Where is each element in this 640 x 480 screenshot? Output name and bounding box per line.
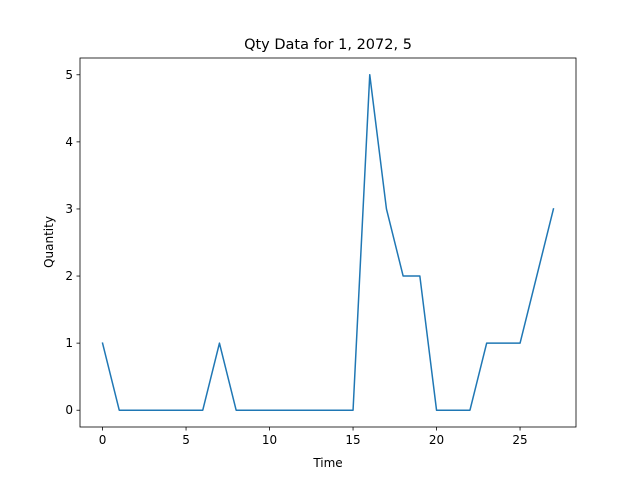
y-tick-label-4: 4 [65,135,73,149]
x-tick-label-5: 5 [182,433,190,447]
chart-title: Qty Data for 1, 2072, 5 [244,37,412,53]
x-tick-label-10: 10 [262,433,277,447]
axes-frame [79,57,577,428]
y-tick-label-3: 3 [65,202,73,216]
y-tick-label-0: 0 [65,403,73,417]
y-tick-label-2: 2 [65,269,73,283]
series-line-0 [101,74,555,411]
x-axis-label: Time [312,456,342,470]
plot-area: 0 5 10 15 20 25 0 1 2 3 4 5 [65,57,577,447]
x-tick-label-15: 15 [345,433,360,447]
x-tick-label-25: 25 [512,433,527,447]
y-tick-label-1: 1 [65,336,73,350]
y-axis-label: Quantity [42,216,56,268]
x-tick-label-20: 20 [429,433,444,447]
y-tick-label-5: 5 [65,68,73,82]
x-tick-label-0: 0 [99,433,107,447]
